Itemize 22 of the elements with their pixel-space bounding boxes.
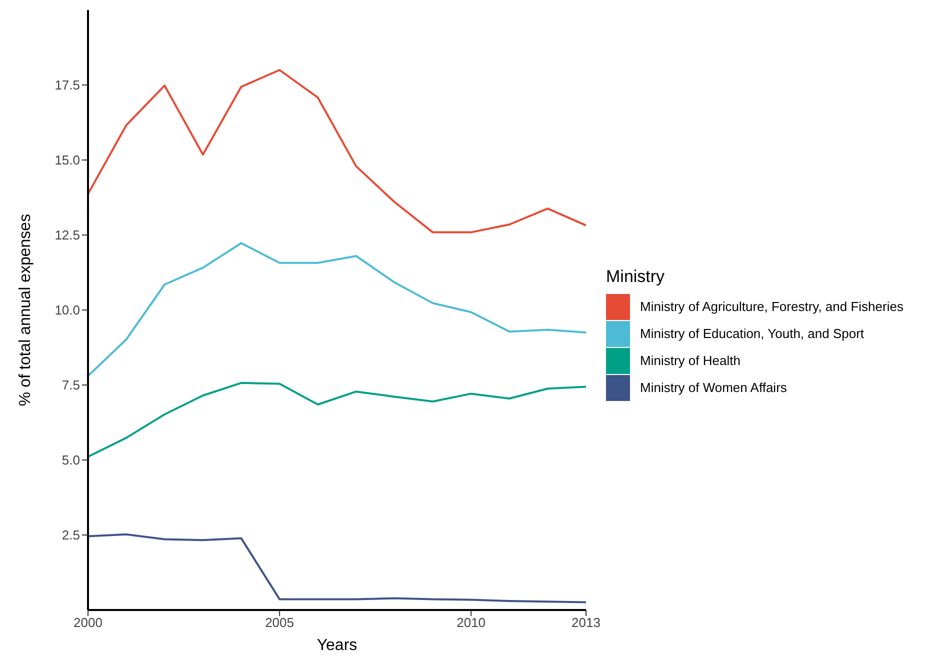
line-series — [88, 533, 586, 604]
y-tick-label: 10.0 — [54, 302, 80, 318]
legend-label: Ministry of Agriculture, Forestry, and Fisheries — [640, 299, 904, 314]
y-tick-label: 12.5 — [54, 228, 80, 243]
y-tick-label: 2.5 — [62, 528, 80, 543]
y-tick-label: 15.0 — [54, 152, 80, 168]
legend-title: Ministry — [606, 267, 666, 287]
legend-label: Ministry of Health — [640, 353, 740, 368]
x-tick-label: 2000 — [74, 615, 102, 630]
x-axis-title: Years — [316, 637, 358, 654]
x-tick-label: 2005 — [265, 615, 294, 630]
line-series — [88, 69, 586, 234]
line-series — [88, 382, 586, 458]
y-tick-label: 17.5 — [54, 78, 80, 93]
x-tick-label: 2010 — [456, 615, 486, 630]
legend-label: Ministry of Women Affairs — [640, 380, 787, 395]
y-tick-label: 5.0 — [62, 452, 80, 468]
y-axis-title: % of total annual expenses — [17, 214, 34, 406]
x-tick-label: 2013 — [572, 615, 600, 630]
y-tick-label: 7.5 — [62, 378, 80, 393]
legend-label: Ministry of Education, Youth, and Sport — [640, 326, 864, 341]
line-series — [88, 242, 586, 377]
